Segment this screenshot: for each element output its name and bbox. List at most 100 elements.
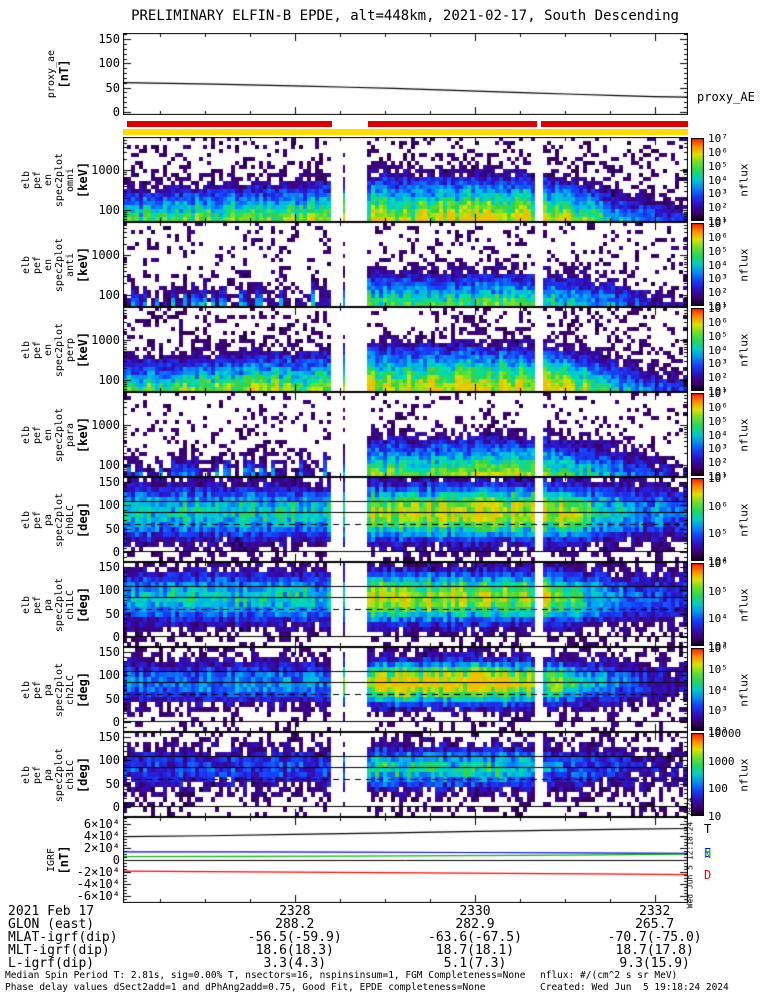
footer-line2: Phase delay values dSect2add=1 and dPhAn…	[5, 982, 486, 993]
colorbar-tick-label: 10¹	[708, 385, 728, 398]
colorbar-tick-label: 10⁴	[708, 683, 728, 697]
colorbar-tick-label: 10³	[708, 187, 728, 201]
colorbar-tick-label: 10¹	[708, 300, 728, 313]
colorbar-tick-label: 10⁶	[708, 499, 728, 513]
panel-canvas-IGRF	[123, 817, 688, 903]
availability-bar-red	[368, 121, 538, 127]
ytick-label: 1000	[91, 163, 120, 178]
ytick-label: 150	[98, 475, 120, 490]
panel-ylabel-words: elb pef en spec2plot perp	[21, 322, 76, 377]
colorbar-tick-label: 10³	[708, 442, 728, 456]
ytick-label: 100	[98, 753, 120, 768]
bottom-axis-value: 2330	[459, 904, 491, 919]
colorbar-tick-label: 10²	[708, 456, 728, 470]
ytick-label: 0	[112, 630, 120, 645]
series-label-N: N	[704, 847, 712, 862]
panel-canvas-pa_ch3LC	[123, 732, 688, 817]
ytick-label: 100	[98, 668, 120, 683]
bottom-axis-value: 2332	[639, 904, 671, 919]
colorbar-tick-label: 10⁴	[708, 173, 728, 187]
panel-canvas-pa_ch2LC	[123, 647, 688, 732]
ytick-label: 50	[105, 776, 120, 791]
colorbar-tick-label: 10⁷	[708, 217, 728, 230]
panel-canvas-pa_ch1LC	[123, 562, 688, 647]
availability-bar-red	[126, 121, 333, 127]
ytick-label: 100	[98, 373, 120, 388]
ytick-label: 0	[112, 715, 120, 730]
colorbar-tick-label: 10⁵	[708, 329, 728, 343]
bottom-axis-value: 9.3(15.9)	[619, 956, 690, 971]
panel-ylabel-words: elb pef en spec2plot omni	[21, 152, 76, 207]
colorbar-tick-label: 10²	[708, 725, 728, 738]
availability-bar-red	[541, 121, 688, 127]
colorbar-tick-label: 10	[708, 810, 722, 823]
colorbar-tick-label: 10¹	[708, 470, 728, 483]
series-label-D: D	[704, 867, 712, 882]
colorbar-title: nflux	[737, 162, 751, 197]
ytick-label: 4×10⁴	[83, 828, 120, 843]
colorbar-pa_ch2LC	[691, 648, 704, 731]
bottom-axis-value: 18.7(17.8)	[615, 943, 694, 958]
panel-canvas-en_omni	[123, 137, 688, 222]
bottom-axis-value: 282.9	[455, 917, 495, 932]
panel-ylabel-en_omni: elb pef en spec2plot omni [keV]	[21, 152, 90, 207]
colorbar-tick-label: 10⁴	[708, 343, 728, 357]
bottom-axis-value: 18.7(18.1)	[435, 943, 515, 958]
colorbar-title: nflux	[737, 757, 751, 792]
colorbar-tick-label: 10⁶	[708, 230, 728, 244]
ytick-label: 50	[105, 80, 120, 95]
colorbar-tick-label: 10⁵	[708, 414, 728, 428]
ytick-label: 100	[98, 458, 120, 473]
panel-ylabel-words: elb pef en spec2plot para	[21, 407, 76, 462]
ytick-label: 0	[112, 545, 120, 560]
ytick-label: 50	[105, 606, 120, 621]
colorbar-tick-label: 10⁷	[708, 472, 728, 485]
bottom-axis-value: 288.2	[275, 917, 315, 932]
panel-ylabel-unit: [keV]	[76, 331, 90, 368]
colorbar-tick-label: 10⁶	[708, 315, 728, 329]
footer-created: Created: Wed Jun 5 19:18:24 2024	[540, 982, 729, 993]
row-label-mlat: MLAT-igrf(dip)	[8, 930, 118, 945]
bottom-axis-value: -70.7(-75.0)	[607, 930, 702, 945]
colorbar-pa_ch3LC	[691, 733, 704, 816]
side-timestamp: Wed Jun 5 12:18:24 2024	[685, 797, 695, 909]
colorbar-title: nflux	[737, 672, 751, 707]
colorbar-en_perp	[691, 308, 704, 391]
ytick-label: 50	[105, 521, 120, 536]
colorbar-tick-label: 10²	[708, 286, 728, 300]
series-label-T: T	[704, 821, 712, 836]
panel-ylabel-en_perp: elb pef en spec2plot perp [keV]	[21, 322, 90, 377]
plot-title: PRELIMINARY ELFIN-B EPDE, alt=448km, 202…	[131, 8, 679, 24]
colorbar-title: nflux	[737, 417, 751, 452]
footer-nflux-units: nflux: #/(cm^2 s sr MeV)	[540, 970, 678, 981]
ytick-label: 2×10⁴	[83, 840, 120, 855]
row-label-glon: GLON (east)	[8, 917, 95, 932]
colorbar-tick-label: 10⁵	[708, 244, 728, 258]
colorbar-title: nflux	[737, 587, 751, 622]
panel-canvas-proxy_AE	[123, 33, 688, 115]
ytick-label: 100	[98, 498, 120, 513]
panel-canvas-en_anti	[123, 222, 688, 307]
colorbar-tick-label: 10³	[708, 272, 728, 286]
bottom-axis-value: 5.1(7.3)	[443, 956, 507, 971]
colorbar-tick-label: 10⁶	[708, 557, 728, 570]
colorbar-tick-label: 10⁵	[708, 159, 728, 173]
colorbar-tick-label: 100	[708, 782, 728, 796]
colorbar-tick-label: 10⁷	[708, 132, 728, 145]
panel-ylabel-unit: [keV]	[76, 416, 90, 453]
panel-ylabel-words: elb pef en spec2plot anti	[21, 237, 76, 292]
colorbar-tick-label: 10⁴	[708, 555, 728, 568]
bottom-axis-value: 265.7	[635, 917, 675, 932]
ytick-label: 100	[98, 203, 120, 218]
bottom-axis-value: 2328	[279, 904, 311, 919]
ytick-label: 100	[98, 583, 120, 598]
colorbar-tick-label: 10⁷	[708, 387, 728, 400]
ytick-label: 6×10⁴	[83, 816, 120, 831]
colorbar-pa_ch1LC	[691, 563, 704, 646]
row-label-l: L-igrf(dip)	[8, 956, 95, 971]
ytick-label: 150	[98, 730, 120, 745]
colorbar-tick-label: 10⁶	[708, 145, 728, 159]
colorbar-title: nflux	[737, 332, 751, 367]
bottom-axis-value: -63.6(-67.5)	[428, 930, 522, 945]
